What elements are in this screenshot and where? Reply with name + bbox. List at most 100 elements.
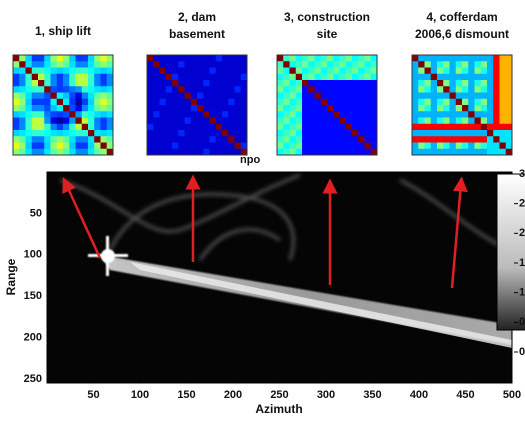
- heatmap-cell: [364, 73, 372, 81]
- heatmap-cell: [25, 123, 33, 131]
- heatmap-cell: [75, 73, 83, 81]
- heatmap-cell: [352, 92, 359, 100]
- heatmap-cell: [493, 86, 500, 93]
- heatmap-cell: [474, 73, 482, 81]
- heatmap-cell: [106, 98, 114, 106]
- heatmap-cell: [505, 123, 513, 131]
- heatmap-cell: [358, 61, 365, 68]
- heatmap-cell: [153, 136, 160, 143]
- heatmap-cell: [437, 55, 444, 62]
- heatmap-cell: [165, 136, 173, 143]
- heatmap-cell: [172, 136, 179, 143]
- heatmap-cell: [327, 142, 334, 150]
- heatmap-cell: [88, 105, 95, 112]
- heatmap-cell: [100, 136, 108, 143]
- heatmap-cell: [44, 98, 51, 106]
- heatmap-cell: [499, 98, 507, 106]
- heatmap-cell: [147, 130, 154, 137]
- heatmap-cell: [147, 67, 154, 75]
- heatmap-cell: [352, 73, 359, 81]
- heatmap-cell: [314, 111, 322, 118]
- heatmap-cell: [153, 73, 160, 81]
- heatmap-cell: [277, 123, 284, 131]
- heatmap-cell: [277, 92, 284, 100]
- heatmap-cell: [480, 92, 488, 100]
- heatmap-cell: [56, 73, 64, 81]
- heatmap-cell: [228, 142, 235, 150]
- heatmap-cell: [25, 111, 33, 118]
- heatmap-cell: [44, 105, 51, 112]
- thumbnails: [12, 54, 513, 156]
- heatmap-cell: [228, 105, 235, 112]
- heatmap-cell: [455, 98, 463, 106]
- heatmap-cell: [69, 55, 76, 62]
- heatmap-cell: [240, 61, 248, 68]
- heatmap-cell: [88, 67, 95, 75]
- heatmap-cell: [240, 80, 248, 87]
- heatmap-cell: [302, 73, 309, 81]
- heatmap-cell: [184, 136, 192, 143]
- heatmap-cell: [474, 111, 482, 118]
- heatmap-cell: [69, 130, 76, 137]
- heatmap-cell: [25, 67, 33, 75]
- heatmap-cell: [19, 98, 26, 106]
- heatmap-cell: [308, 67, 315, 75]
- heatmap-cell: [147, 86, 154, 93]
- heatmap-cell: [487, 105, 494, 112]
- heatmap-cell: [424, 111, 432, 118]
- heatmap-cell: [480, 136, 488, 143]
- heatmap-cell: [153, 105, 160, 112]
- heatmap-cell: [50, 55, 58, 62]
- heatmap-cell: [283, 98, 290, 106]
- heatmap-cell: [56, 98, 64, 106]
- heatmap-cell: [499, 73, 507, 81]
- heatmap-cell: [153, 148, 160, 156]
- heatmap-cell: [333, 111, 340, 118]
- heatmap-cell: [228, 61, 235, 68]
- heatmap-cell: [462, 111, 469, 118]
- heatmap-cell: [418, 86, 425, 93]
- heatmap-cell: [50, 105, 58, 112]
- heatmap-cell: [345, 98, 353, 106]
- heatmap-cell: [499, 67, 507, 75]
- heatmap-cell: [215, 80, 223, 87]
- heatmap-cell: [197, 105, 204, 112]
- heatmap-cell: [462, 136, 469, 143]
- heatmap-cell: [228, 73, 235, 81]
- heatmap-cell: [147, 148, 154, 156]
- heatmap-cell: [493, 98, 500, 106]
- heatmap-cell: [487, 73, 494, 81]
- heatmap-cell: [234, 55, 242, 62]
- heatmap-cell: [430, 130, 438, 137]
- heatmap-cell: [94, 73, 101, 81]
- heatmap-cell: [190, 117, 198, 125]
- heatmap-cell: [352, 136, 359, 143]
- heatmap-cell: [178, 148, 185, 156]
- heatmap-cell: [19, 80, 26, 87]
- heatmap-cell: [320, 86, 328, 93]
- heatmap-cell: [370, 61, 378, 68]
- heatmap-cell: [487, 148, 494, 156]
- heatmap-cell: [106, 61, 114, 68]
- heatmap-cell: [333, 142, 340, 150]
- heatmap-cell: [184, 123, 192, 131]
- heatmap-cell: [19, 92, 26, 100]
- heatmap-cell: [209, 148, 217, 156]
- heatmap-cell: [289, 80, 297, 87]
- heatmap-cell: [333, 117, 340, 125]
- heatmap-cell: [314, 123, 322, 131]
- heatmap-cell: [480, 111, 488, 118]
- heatmap-cell: [44, 130, 51, 137]
- heatmap-cell: [50, 136, 58, 143]
- heatmap-cell: [215, 123, 223, 131]
- y-axis-label: Range: [4, 258, 18, 295]
- heatmap-cell: [184, 86, 192, 93]
- heatmap-cell: [437, 92, 444, 100]
- heatmap-cell: [165, 105, 173, 112]
- heatmap-cell: [172, 130, 179, 137]
- heatmap-cell: [449, 105, 457, 112]
- heatmap-cell: [424, 123, 432, 131]
- heatmap-cell: [468, 117, 475, 125]
- heatmap-cell: [38, 92, 45, 100]
- heatmap-cell: [19, 105, 26, 112]
